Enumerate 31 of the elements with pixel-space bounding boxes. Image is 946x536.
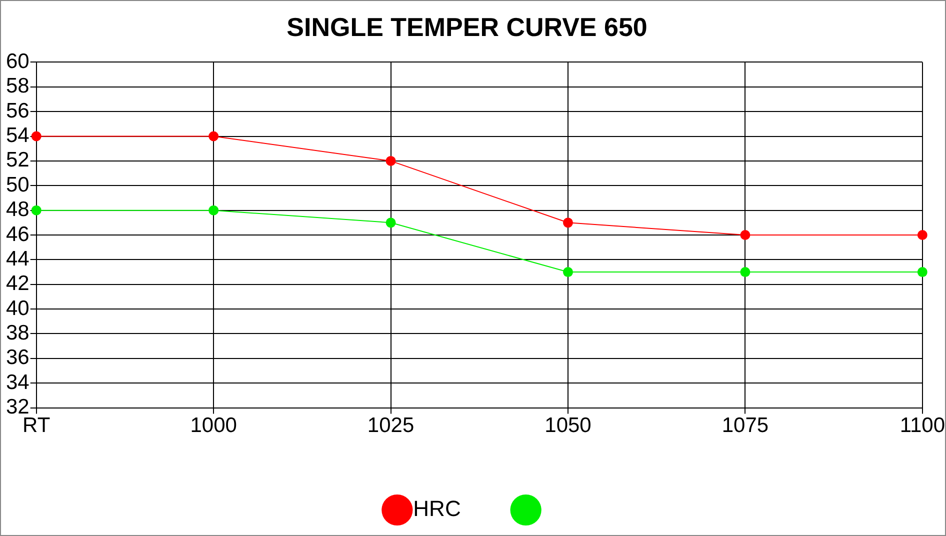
point	[562, 218, 573, 228]
chart-title: SINGLE TEMPER CURVE 650	[286, 12, 648, 42]
y-tick-label: 52	[6, 148, 30, 172]
y-tick-label: 46	[6, 222, 30, 246]
y-tick-label: 50	[6, 173, 30, 196]
legend-label: HRC	[413, 496, 461, 522]
x-tick-label: 1050	[544, 414, 592, 438]
point	[208, 205, 219, 216]
point	[917, 230, 928, 240]
point	[562, 267, 573, 278]
x-tick-label: 1075	[722, 414, 769, 438]
point	[740, 230, 750, 240]
y-tick-label: 48	[6, 198, 30, 222]
y-tick-label: 36	[6, 346, 30, 370]
y-tick-label: 56	[6, 99, 30, 122]
x-tick-label: 1000	[190, 414, 237, 438]
point	[917, 267, 928, 278]
point	[208, 131, 219, 142]
y-tick-label: 38	[6, 322, 30, 345]
y-tick-label: 42	[6, 272, 30, 296]
y-tick-label: 34	[6, 370, 30, 394]
y-tick-label: 40	[6, 296, 30, 320]
y-tick-label: 54	[6, 124, 30, 148]
point	[386, 156, 396, 166]
y-tick-label: 58	[6, 74, 30, 98]
y-tick-label: 44	[6, 247, 30, 270]
point	[740, 267, 750, 278]
x-tick-label: 1100	[900, 414, 946, 438]
x-tick-label: 1025	[367, 414, 414, 438]
point	[386, 218, 396, 228]
y-tick-label: 60	[6, 50, 30, 73]
